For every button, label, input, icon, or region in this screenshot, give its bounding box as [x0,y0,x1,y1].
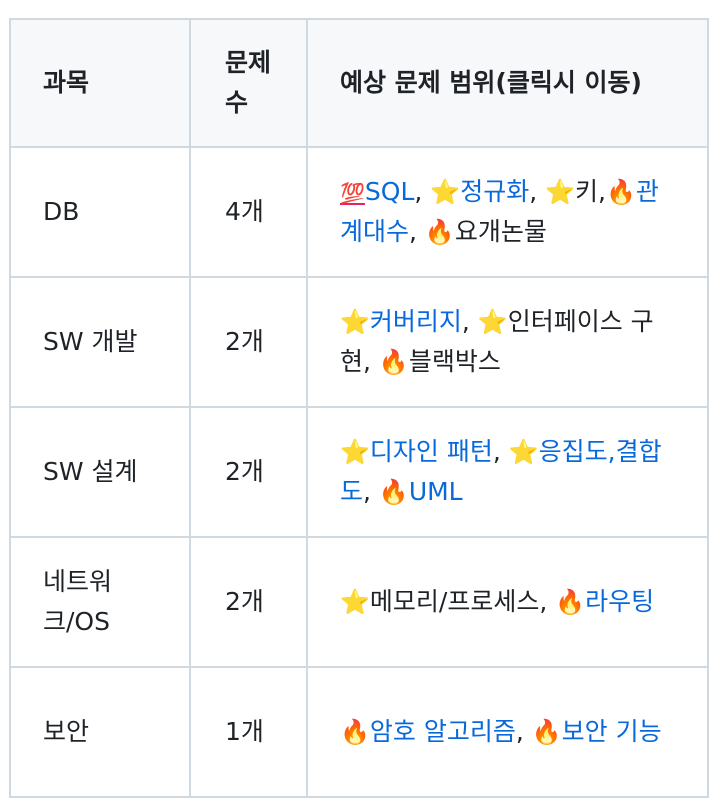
range-link[interactable]: 정규화 [460,177,530,206]
fire-icon: 🔥 [378,478,409,506]
range-link[interactable]: 보안 기능 [561,717,662,746]
subject-cell: 보안 [9,666,191,798]
exam-range-table: 과목 문제 수 예상 문제 범위(클릭시 이동) DB 4개 💯SQL, ⭐정규… [9,18,709,798]
range-cell: ⭐메모리/프로세스, 🔥라우팅 [306,536,709,668]
header-range: 예상 문제 범위(클릭시 이동) [306,18,709,148]
range-text: 메모리/프로세스 [369,587,540,616]
separator: , [363,477,379,506]
fire-icon: 🔥 [424,218,455,246]
fire-icon: 🔥 [378,348,409,376]
fire-icon: 🔥 [340,718,370,746]
range-link[interactable]: 암호 알고리즘 [369,717,516,746]
subject-cell: SW 개발 [9,276,191,408]
table-row: SW 개발 2개 ⭐커버리지, ⭐인터페이스 구현, 🔥블랙박스 [9,276,709,408]
star-icon: ⭐ [430,178,461,206]
fire-icon: 🔥 [555,588,586,616]
header-subject: 과목 [9,18,191,148]
range-link[interactable]: 커버리지 [369,307,462,336]
separator: , [539,587,556,616]
star-icon: ⭐ [477,308,508,336]
separator: , [529,177,546,206]
star-icon: ⭐ [340,308,370,336]
range-cell: ⭐디자인 패턴, ⭐응집도,결합도, 🔥UML [306,406,709,538]
separator: , [363,347,379,376]
range-link[interactable]: SQL [364,177,415,206]
range-link[interactable]: 디자인 패턴 [369,437,493,466]
star-icon: ⭐ [508,438,539,466]
range-text: 블랙박스 [408,347,501,376]
fire-icon: 🔥 [605,178,636,206]
star-icon: ⭐ [340,438,370,466]
separator: , [461,307,478,336]
table-row: SW 설계 2개 ⭐디자인 패턴, ⭐응집도,결합도, 🔥UML [9,406,709,538]
count-cell: 2개 [189,276,308,408]
hundred-points-icon: 💯 [340,181,365,205]
range-text: 인터페이스 구현 [340,307,654,376]
count-cell: 2개 [189,536,308,668]
range-cell: ⭐커버리지, ⭐인터페이스 구현, 🔥블랙박스 [306,276,709,408]
subject-cell: SW 설계 [9,406,191,538]
separator: , [515,717,532,746]
separator: , [492,437,509,466]
subject-cell: 네트워크/OS [9,536,191,668]
subject-cell: DB [9,146,191,278]
range-cell: 💯SQL, ⭐정규화, ⭐키,🔥관계대수, 🔥요개논물 [306,146,709,278]
count-cell: 1개 [189,666,308,798]
star-icon: ⭐ [340,588,370,616]
separator: , [409,217,425,246]
separator: , [598,177,606,206]
table-row: 보안 1개 🔥암호 알고리즘, 🔥보안 기능 [9,666,709,798]
table-body: DB 4개 💯SQL, ⭐정규화, ⭐키,🔥관계대수, 🔥요개논물 SW 개발 … [9,146,709,798]
range-link[interactable]: 응집도,결합도 [340,437,662,506]
star-icon: ⭐ [545,178,575,206]
range-text: 키 [575,177,599,206]
count-cell: 4개 [189,146,308,278]
table-row: DB 4개 💯SQL, ⭐정규화, ⭐키,🔥관계대수, 🔥요개논물 [9,146,709,278]
range-link[interactable]: 관계대수 [340,177,659,246]
range-link[interactable]: UML [408,477,463,506]
separator: , [414,177,431,206]
count-cell: 2개 [189,406,308,538]
fire-icon: 🔥 [531,718,562,746]
range-text: 요개논물 [454,217,547,246]
header-count: 문제 수 [189,18,308,148]
table-header-row: 과목 문제 수 예상 문제 범위(클릭시 이동) [9,18,709,148]
range-link[interactable]: 라우팅 [585,587,655,616]
table-row: 네트워크/OS 2개 ⭐메모리/프로세스, 🔥라우팅 [9,536,709,668]
range-cell: 🔥암호 알고리즘, 🔥보안 기능 [306,666,709,798]
